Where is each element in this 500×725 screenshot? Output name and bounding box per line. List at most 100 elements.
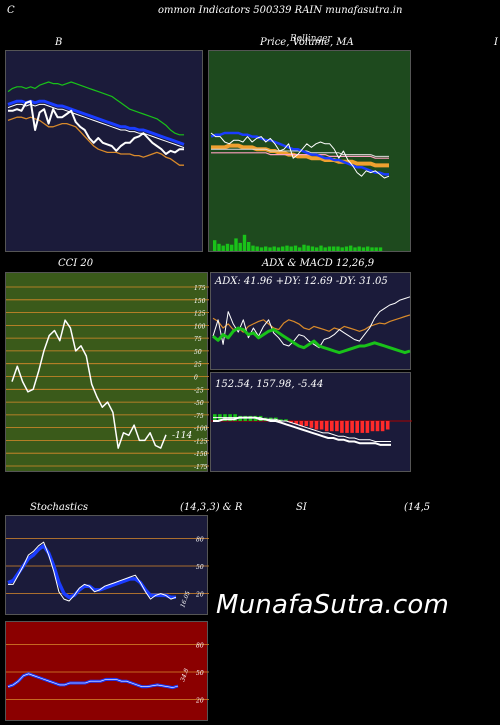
macd-histogram-bar [289, 421, 293, 423]
volume-bar [336, 246, 340, 251]
cci-level-label: -50 [194, 400, 204, 407]
volume-bar [327, 246, 332, 251]
macd-histogram-bar [294, 421, 298, 425]
volume-bar [293, 245, 298, 251]
stoch-title: Stochastics [30, 502, 88, 513]
stoch-panel: 80 50 20 16.05 [5, 515, 209, 615]
volume-bar [310, 246, 315, 251]
price-panel [208, 50, 411, 252]
volume-bar [289, 246, 293, 251]
price-title-overlay: Bollinger [290, 34, 332, 44]
price-ma-pink [211, 152, 389, 159]
adx-label: ADX: 41.96 +DY: 12.69 -DY: 31.05 [215, 276, 388, 287]
stoch-level-label: 80 [196, 536, 204, 543]
right-edge-letter: I [494, 37, 498, 48]
stoch-params: (14,3,3) & R [180, 502, 243, 513]
cci-level-label: -175 [194, 464, 208, 471]
volume-bar [242, 234, 247, 251]
volume-bar [285, 245, 289, 251]
cci-last-value: -114 [172, 431, 192, 441]
volume-bar [268, 247, 272, 251]
volume-bar [361, 247, 366, 251]
cci-level-label: -25 [194, 387, 204, 394]
adx-line [212, 326, 411, 355]
cci-level-label: 75 [194, 336, 202, 343]
rsi-title: SI [296, 502, 307, 513]
macd-histogram-bar [324, 421, 329, 432]
stoch-level-label: 50 [196, 564, 204, 571]
bollinger-upper-band [7, 81, 184, 136]
volume-bar [259, 247, 264, 251]
macd-histogram-bar [370, 421, 375, 432]
macd-histogram-bar [279, 419, 283, 421]
volume-bar [370, 247, 374, 251]
adx-chart [212, 296, 411, 355]
volume-bar [332, 246, 336, 251]
rsi-last-value: 34.8 [179, 668, 190, 683]
rsi-level-label: 20 [195, 698, 204, 705]
bollinger-chart [7, 81, 185, 166]
adx-macd-title: ADX & MACD 12,26,9 [262, 258, 375, 269]
volume-bar [298, 247, 302, 251]
adx-panel: ADX: 41.96 +DY: 12.69 -DY: 31.05 [210, 272, 411, 370]
macd-histogram-bar [335, 421, 339, 432]
rsi-chart: 80 50 20 34.8 [6, 642, 209, 705]
volume-bar [353, 247, 357, 251]
cci-level-label: 175 [194, 285, 206, 292]
volume-bar [272, 246, 276, 251]
volume-bar [247, 242, 251, 251]
macd-histogram-bar [304, 421, 309, 427]
volume-bar [306, 245, 310, 251]
price-line [210, 132, 390, 179]
adx-plus-dy [212, 296, 411, 349]
cci-level-label: 100 [194, 323, 206, 330]
cci-chart: 175 150 125 100 75 50 25 0 -25 -50 -75 -100 -125 -150… [6, 285, 209, 471]
rsi-level-label: 80 [196, 642, 204, 649]
macd-histogram-bar [380, 421, 385, 432]
rsi-params: (14,5 [404, 502, 431, 513]
bollinger-mid-white [7, 103, 185, 149]
macd-histogram-bar [375, 421, 380, 432]
macd-line [213, 416, 391, 446]
macd-chart [211, 414, 412, 446]
rsi-panel: 80 50 20 34.8 [5, 621, 209, 721]
bollinger-title: B [55, 37, 63, 48]
macd-histogram-bar [319, 421, 324, 430]
macd-histogram-bar [360, 421, 365, 433]
volume-bar [374, 247, 378, 251]
volume-bar [315, 247, 319, 251]
volume-bar [251, 245, 255, 251]
volume-bar [238, 242, 242, 251]
macd-panel: 152.54, 157.98, -5.44 [210, 372, 412, 472]
volume-bar [366, 246, 370, 251]
macd-histogram-bar [284, 419, 288, 421]
stoch-last-value: 16.05 [179, 590, 192, 609]
bollinger-mid-line [7, 99, 185, 146]
price-chart [210, 131, 390, 251]
volume-bar [221, 245, 225, 251]
stoch-k-line [8, 541, 177, 602]
watermark: MunafaSutra.com [216, 590, 450, 620]
volume-bar [302, 244, 306, 251]
header-letter: C [7, 5, 15, 16]
volume-bar [340, 247, 344, 251]
macd-histogram-bar [299, 421, 304, 427]
volume-bar [255, 246, 259, 251]
cci-level-label: -100 [194, 426, 208, 433]
macd-histogram-bar [355, 421, 359, 433]
volume-bar [319, 245, 323, 251]
macd-histogram-bar [365, 421, 370, 433]
price-ma-blue [210, 131, 389, 176]
cci-level-label: 150 [194, 298, 206, 305]
cci-level-label: -75 [194, 413, 204, 420]
volume-bar [234, 238, 238, 251]
volume-bar [213, 240, 217, 251]
price-ma-orange [211, 143, 389, 168]
cci-level-label: -125 [194, 438, 208, 445]
cci-level-label: 0 [194, 375, 198, 382]
volume-bar [225, 243, 230, 251]
volume-bar [357, 246, 361, 251]
macd-histogram-bar [340, 421, 344, 433]
cci-level-label: -150 [194, 451, 208, 458]
